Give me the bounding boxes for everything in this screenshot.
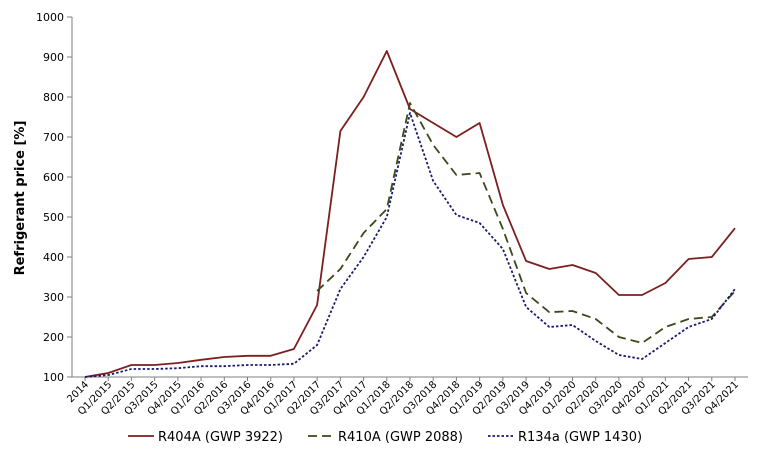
y-tick-label: 1000 xyxy=(36,11,64,24)
series-line-0 xyxy=(84,50,736,378)
y-tick-label: 200 xyxy=(43,331,64,344)
legend: R404A (GWP 3922) R410A (GWP 2088) R134a (G… xyxy=(128,430,642,445)
y-tick-label: 900 xyxy=(43,51,64,64)
y-tick-label: 400 xyxy=(43,251,64,264)
y-tick-label: 300 xyxy=(43,291,64,304)
legend-label-1: R410A (GWP 2088) xyxy=(338,430,463,445)
y-tick-label: 600 xyxy=(43,171,64,184)
series-lines xyxy=(84,50,736,378)
legend-label-2: R134a (GWP 1430) xyxy=(518,430,642,445)
x-axis: 2014Q1/2015Q2/2015Q3/2015Q4/2015Q1/2016Q… xyxy=(65,376,748,418)
legend-label-0: R404A (GWP 3922) xyxy=(158,430,283,445)
y-tick-label: 700 xyxy=(43,131,64,144)
series-line-2 xyxy=(84,112,736,378)
series-line-1 xyxy=(316,102,736,344)
y-axis-title: Refrigerant price [%] xyxy=(13,121,28,276)
y-tick-label: 800 xyxy=(43,91,64,104)
y-axis: 100 200 300 400 500 600 700 800 900 1000 xyxy=(36,11,73,384)
y-tick-label: 100 xyxy=(43,371,64,384)
y-tick-label: 500 xyxy=(43,211,64,224)
